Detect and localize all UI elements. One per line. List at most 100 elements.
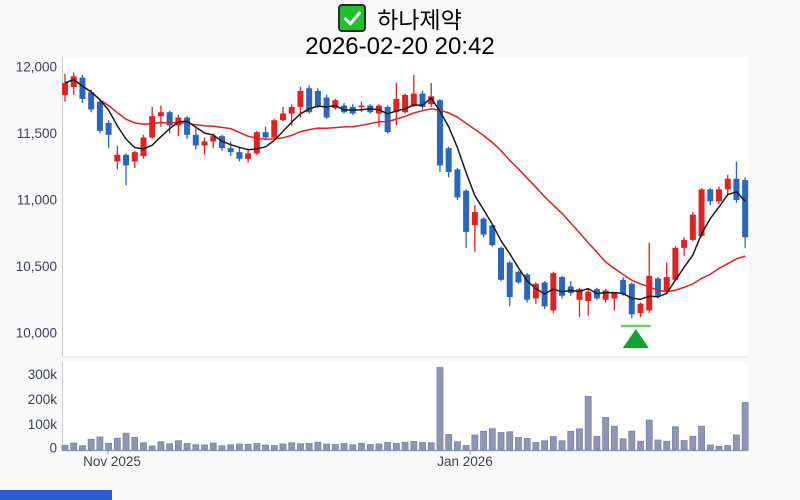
volume-bar	[235, 443, 243, 451]
candle-body	[524, 274, 531, 300]
volume-bar	[445, 434, 453, 451]
candle-body	[436, 100, 443, 166]
volume-bar	[331, 444, 339, 451]
volume-bar	[515, 437, 522, 451]
volume-bar	[392, 443, 400, 451]
candle-body	[410, 93, 417, 106]
volume-bar	[724, 445, 732, 451]
candle-body	[332, 100, 339, 109]
volume-bar	[506, 431, 514, 451]
chart-header: 하나제약 2026-02-20 20:42	[0, 0, 800, 61]
volume-bar	[384, 442, 392, 451]
moving-average-lines-layer	[64, 78, 746, 300]
candle-body	[707, 189, 714, 202]
volume-bar	[698, 425, 705, 451]
volume-axis-label-300k: 300k	[28, 367, 58, 382]
candle-body	[253, 132, 260, 154]
volume-bar	[131, 437, 139, 451]
volume-bar	[305, 443, 313, 451]
candle-body	[236, 152, 243, 159]
candle-body	[262, 132, 269, 138]
candle-body	[654, 278, 661, 296]
volume-axis-label-200k: 200k	[28, 392, 58, 407]
candle-body	[724, 178, 731, 190]
volume-bar	[157, 441, 165, 451]
candle-body	[131, 152, 138, 162]
volume-bar	[654, 439, 662, 451]
candle-body	[489, 225, 496, 246]
candle-body	[227, 148, 234, 153]
volume-bar	[253, 443, 261, 451]
price-axis-label-12000: 12,000	[16, 60, 57, 75]
volume-bar	[323, 443, 331, 451]
volume-bar	[576, 428, 583, 451]
candle-body	[646, 275, 653, 311]
candle-body	[620, 279, 627, 295]
volume-bar	[192, 444, 200, 451]
volume-bar	[680, 440, 688, 451]
candle-body	[314, 90, 321, 107]
candle-body	[637, 303, 644, 314]
candle-body	[672, 247, 679, 280]
candle-body	[532, 283, 539, 299]
candle-body	[358, 105, 365, 108]
candle-body	[445, 148, 452, 173]
candle-body	[419, 93, 426, 107]
stock-title: 하나제약	[377, 7, 462, 33]
volume-bar	[218, 445, 226, 451]
price-axis-label-11000: 11,000	[17, 193, 57, 208]
candle-body	[96, 101, 103, 131]
volume-bar	[113, 437, 121, 451]
volume-plot-area[interactable]	[62, 362, 748, 451]
candle-body	[306, 88, 313, 113]
volume-bar	[358, 442, 365, 451]
volume-bar	[558, 440, 566, 451]
volume-bar	[375, 443, 383, 451]
candle-body	[297, 90, 304, 107]
candle-body	[271, 120, 278, 138]
volume-bar	[567, 430, 575, 451]
candle-body	[105, 122, 112, 135]
volume-bar	[340, 443, 348, 451]
volume-bar	[593, 435, 601, 451]
volume-bar	[637, 440, 644, 451]
volume-bar	[209, 442, 217, 451]
candle-body	[681, 239, 688, 248]
volume-bar	[602, 417, 610, 451]
checkbox-checked-icon[interactable]	[338, 4, 367, 32]
candle-body	[201, 141, 208, 146]
candle-body	[166, 112, 173, 126]
volume-bar	[706, 444, 714, 451]
candle-body	[210, 136, 217, 142]
candle-body	[506, 262, 513, 298]
volume-bar	[663, 440, 671, 451]
candle-body	[585, 291, 592, 302]
candle-body	[698, 189, 705, 236]
volume-bar	[427, 442, 435, 451]
price-axis-label-10000: 10,000	[16, 326, 57, 341]
price-axis-label-10500: 10,500	[16, 259, 57, 274]
short-ma-line	[64, 78, 746, 300]
candle-body	[245, 153, 252, 159]
volume-bar	[201, 444, 208, 451]
volume-bar	[523, 438, 531, 451]
volume-bar	[96, 436, 104, 451]
volume-bar	[122, 432, 130, 451]
volume-bar	[436, 367, 444, 451]
candle-body	[192, 134, 199, 146]
candle-body	[70, 76, 77, 87]
candle-body	[393, 98, 400, 113]
candle-body	[576, 289, 583, 300]
volume-bar	[488, 428, 496, 451]
candle-body	[716, 189, 722, 202]
candle-body	[498, 247, 504, 280]
candle-body	[454, 169, 461, 198]
volume-bar	[471, 434, 479, 451]
candle-body	[149, 116, 156, 138]
volume-bar	[79, 445, 86, 451]
candle-body	[428, 96, 435, 105]
volume-bar	[532, 442, 540, 451]
bottom-scrollbar-fragment[interactable]	[0, 490, 112, 500]
